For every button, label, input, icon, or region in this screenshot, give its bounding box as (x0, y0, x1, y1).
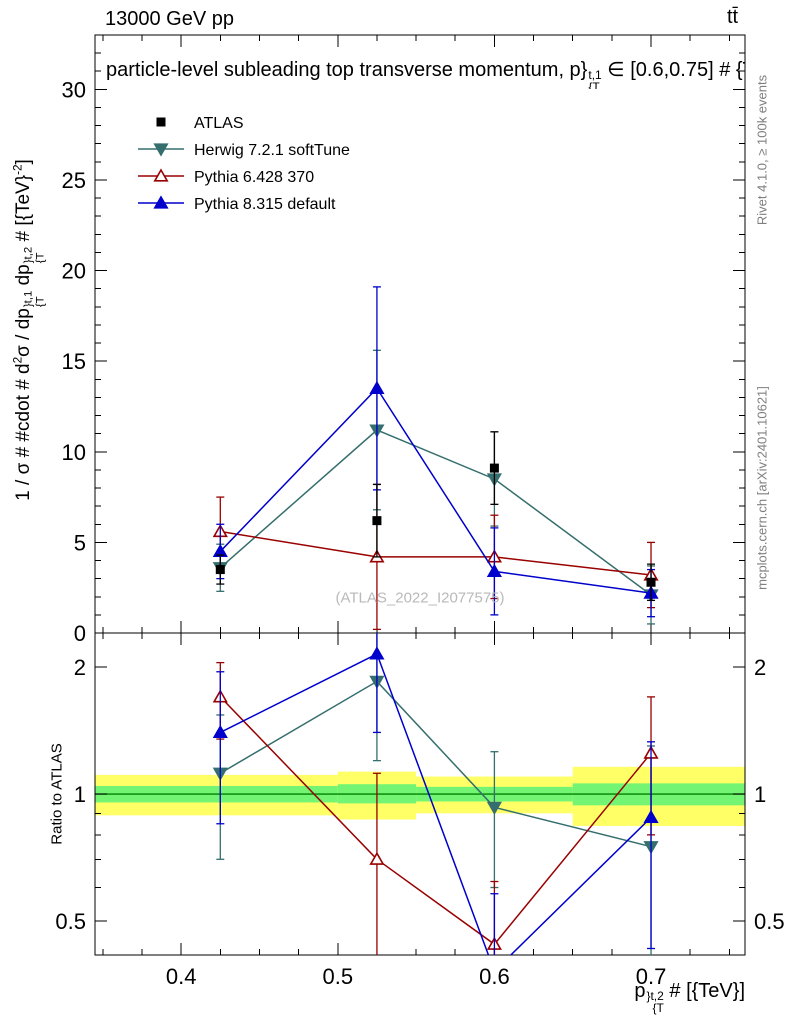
beam-energy-label: 13000 GeV pp (105, 8, 234, 30)
svg-text:1: 1 (74, 782, 86, 807)
series-pythia-6-428-370-main (212, 483, 659, 631)
y-axis-label-ratio: Ratio to ATLAS (48, 743, 66, 845)
svg-text:0.6: 0.6 (479, 964, 510, 989)
mcplots-reference-note: mcplots.cern.ch [arXiv:2401.10621] (754, 386, 770, 590)
svg-text:0.5: 0.5 (55, 909, 86, 934)
legend-label: Pythia 8.315 default (194, 196, 336, 213)
legend-item-pythia-8-315-default: Pythia 8.315 default (138, 195, 336, 213)
legend: ATLAS Herwig 7.2.1 softTune Pythia 6.428 3… (138, 115, 350, 213)
svg-text:2: 2 (754, 655, 766, 680)
legend-label: Herwig 7.2.1 softTune (194, 142, 350, 159)
rivet-version-note: Rivet 4.1.0, ≥ 100k events (754, 74, 770, 226)
series-pythia-8-315-default-main (212, 286, 659, 618)
svg-text:2: 2 (74, 655, 86, 680)
legend-item-atlas: ATLAS (156, 115, 244, 132)
x-axis-label: p}t,2 {T # [{TeV}] (634, 980, 745, 1016)
axes (94, 34, 746, 956)
svg-text:30: 30 (62, 77, 86, 102)
svg-text:0.7: 0.7 (636, 964, 667, 989)
legend-label: Pythia 6.428 370 (194, 169, 314, 186)
series-herwig-7-2-1-softtune-main (212, 349, 659, 625)
legend-item-pythia-6-428-370: Pythia 6.428 370 (138, 168, 314, 186)
analysis-watermark: (ATLAS_2022_I2077575) (335, 589, 505, 607)
svg-text:0.5: 0.5 (754, 909, 785, 934)
series-atlas-main (215, 431, 656, 602)
svg-text:20: 20 (62, 259, 86, 284)
svg-text:15: 15 (62, 349, 86, 374)
svg-text:5: 5 (74, 530, 86, 555)
process-label: tt̄ (727, 6, 739, 28)
svg-text:1: 1 (754, 782, 766, 807)
svg-text:0.4: 0.4 (166, 964, 197, 989)
svg-text:0.5: 0.5 (322, 964, 353, 989)
series-pythia-6-428-370-ratio (212, 661, 659, 955)
svg-text:0: 0 (74, 621, 86, 646)
legend-item-herwig-7-2-1-softtune: Herwig 7.2.1 softTune (138, 142, 350, 159)
plot-title: particle-level subleading top transverse… (106, 59, 745, 89)
svg-text:25: 25 (62, 168, 86, 193)
legend-label: ATLAS (194, 115, 244, 132)
svg-text:10: 10 (62, 440, 86, 465)
tick-labels: 0 5 10 15 20 25 30 0.5 0.5 1 1 2 2 0.4 0.5 0.6 0.7 (55, 77, 784, 989)
series-pythia-8-315-default-ratio (212, 633, 659, 955)
y-axis-label-main: 1 / σ # #cdot # d2σ / dp}t,1 {T dp}t,2 {T … (11, 159, 47, 501)
